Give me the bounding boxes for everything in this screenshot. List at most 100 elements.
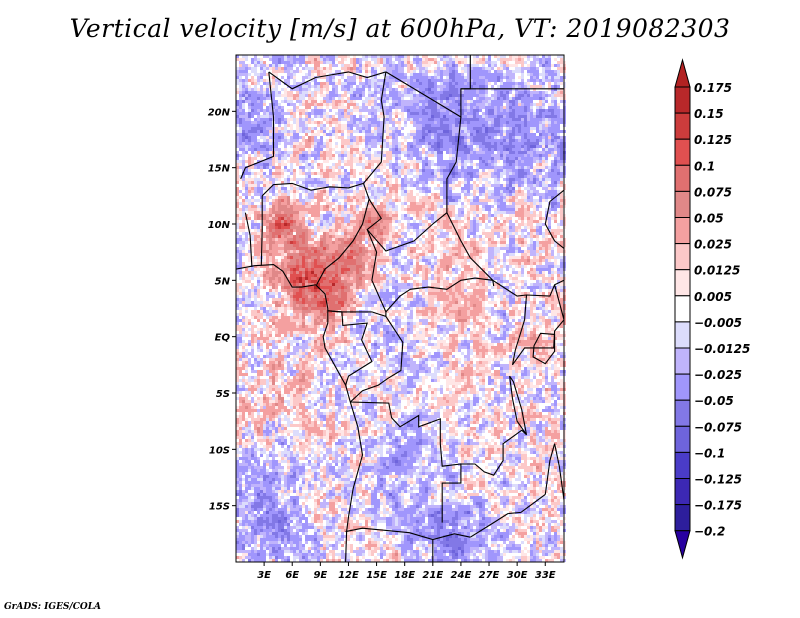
field-cell — [485, 142, 488, 145]
field-cell — [548, 121, 551, 124]
field-cell — [251, 103, 254, 106]
field-cell — [284, 157, 287, 160]
field-cell — [431, 118, 434, 121]
field-cell — [251, 187, 254, 190]
field-cell — [383, 178, 386, 181]
field-cell — [311, 148, 314, 151]
field-cell — [308, 73, 311, 76]
field-cell — [527, 64, 530, 67]
field-cell — [425, 163, 428, 166]
field-cell — [404, 118, 407, 121]
field-cell — [296, 127, 299, 130]
field-cell — [302, 175, 305, 178]
field-cell — [500, 145, 503, 148]
field-cell — [431, 184, 434, 187]
field-cell — [533, 166, 536, 169]
field-cell — [314, 91, 317, 94]
field-cell — [380, 61, 383, 64]
field-cell — [515, 58, 518, 61]
field-cell — [560, 97, 563, 100]
field-cell — [251, 121, 254, 124]
field-cell — [449, 88, 452, 91]
field-cell — [296, 67, 299, 70]
field-cell — [374, 184, 377, 187]
field-cell — [299, 61, 302, 64]
field-cell — [467, 115, 470, 118]
field-cell — [308, 166, 311, 169]
field-cell — [455, 76, 458, 79]
field-cell — [392, 178, 395, 181]
field-cell — [494, 163, 497, 166]
field-cell — [440, 178, 443, 181]
field-cell — [269, 190, 272, 193]
field-cell — [527, 121, 530, 124]
field-cell — [488, 175, 491, 178]
field-cell — [293, 112, 296, 115]
field-cell — [305, 106, 308, 109]
field-cell — [338, 151, 341, 154]
field-cell — [500, 163, 503, 166]
field-cell — [554, 130, 557, 133]
field-cell — [395, 118, 398, 121]
field-cell — [260, 55, 263, 58]
field-cell — [482, 154, 485, 157]
field-cell — [410, 100, 413, 103]
field-cell — [443, 94, 446, 97]
field-cell — [266, 115, 269, 118]
field-cell — [560, 70, 563, 73]
field-cell — [398, 106, 401, 109]
field-cell — [296, 124, 299, 127]
field-cell — [524, 133, 527, 136]
field-cell — [359, 148, 362, 151]
field-cell — [440, 130, 443, 133]
field-cell — [320, 61, 323, 64]
field-cell — [290, 178, 293, 181]
field-cell — [470, 166, 473, 169]
field-cell — [542, 64, 545, 67]
field-cell — [536, 100, 539, 103]
field-cell — [323, 172, 326, 175]
field-cell — [503, 61, 506, 64]
field-cell — [431, 91, 434, 94]
field-cell — [368, 124, 371, 127]
field-cell — [287, 190, 290, 193]
field-cell — [440, 118, 443, 121]
field-cell — [260, 70, 263, 73]
field-cell — [464, 85, 467, 88]
field-cell — [260, 58, 263, 61]
field-cell — [398, 157, 401, 160]
field-cell — [425, 148, 428, 151]
field-cell — [548, 55, 551, 58]
field-cell — [311, 184, 314, 187]
field-cell — [389, 154, 392, 157]
field-cell — [446, 127, 449, 130]
field-cell — [338, 118, 341, 121]
field-cell — [515, 163, 518, 166]
field-cell — [548, 73, 551, 76]
field-cell — [320, 121, 323, 124]
field-cell — [299, 139, 302, 142]
field-cell — [464, 73, 467, 76]
field-cell — [440, 157, 443, 160]
field-cell — [440, 148, 443, 151]
field-cell — [338, 190, 341, 193]
field-cell — [539, 109, 542, 112]
field-cell — [290, 127, 293, 130]
field-cell — [353, 67, 356, 70]
field-cell — [545, 70, 548, 73]
field-cell — [410, 160, 413, 163]
field-cell — [332, 175, 335, 178]
field-cell — [275, 184, 278, 187]
field-cell — [260, 85, 263, 88]
field-cell — [494, 91, 497, 94]
field-cell — [533, 148, 536, 151]
field-cell — [260, 145, 263, 148]
field-cell — [500, 130, 503, 133]
field-cell — [281, 124, 284, 127]
field-cell — [371, 67, 374, 70]
field-cell — [314, 64, 317, 67]
field-cell — [446, 64, 449, 67]
field-cell — [449, 187, 452, 190]
field-cell — [494, 79, 497, 82]
field-cell — [311, 160, 314, 163]
